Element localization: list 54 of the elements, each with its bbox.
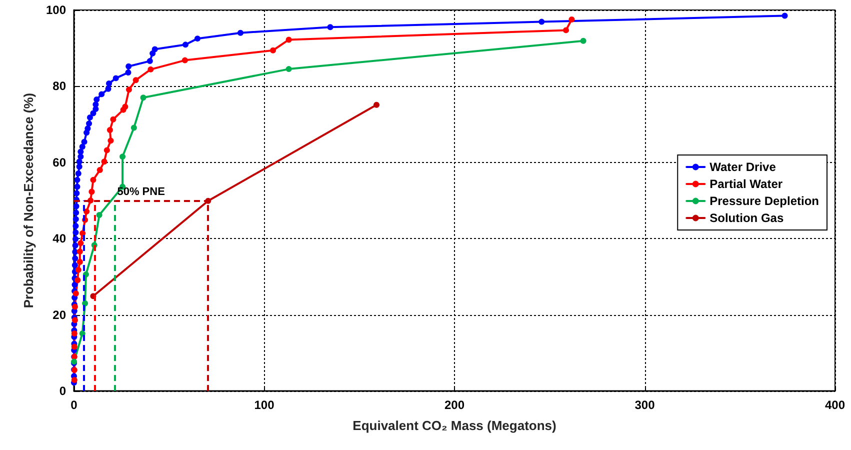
legend-label: Pressure Depletion: [710, 194, 820, 208]
point: [286, 36, 292, 43]
y-tick-label: 60: [52, 155, 66, 170]
point: [132, 77, 139, 84]
point: [286, 66, 292, 72]
point: [148, 66, 154, 72]
ref-line-label: 50% PNE: [117, 186, 165, 198]
x-tick-label: 400: [824, 398, 846, 412]
point: [130, 124, 137, 131]
point: [72, 304, 78, 310]
y-axis-title: Probability of Non-Exceedance (%): [21, 92, 36, 308]
point: [79, 330, 86, 336]
x-tick-label: 100: [254, 398, 275, 412]
point: [122, 104, 128, 110]
point: [101, 158, 108, 165]
legend-label: Water Drive: [710, 160, 776, 174]
point: [120, 154, 126, 160]
legend-label: Solution Gas: [710, 211, 784, 225]
point: [562, 27, 569, 34]
point: [140, 94, 146, 101]
point: [104, 147, 110, 154]
point: [71, 344, 78, 350]
point: [96, 167, 103, 174]
x-tick-label: 0: [70, 398, 78, 412]
point: [78, 240, 84, 246]
point: [88, 188, 95, 195]
point: [76, 258, 83, 265]
x-tick-label: 200: [444, 398, 465, 412]
point: [182, 57, 188, 64]
y-tick-label: 100: [46, 3, 66, 17]
x-axis-title: Equivalent CO₂ Mass (Megatons): [352, 418, 556, 433]
point: [568, 16, 575, 23]
legend-label: Partial Water: [710, 177, 783, 191]
y-tick-label: 20: [52, 308, 66, 322]
point: [71, 330, 78, 336]
point: [110, 116, 116, 122]
point: [126, 86, 132, 93]
point: [75, 266, 82, 273]
point: [71, 376, 78, 383]
point: [84, 208, 90, 215]
point: [108, 138, 114, 144]
point: [72, 317, 78, 324]
point: [374, 102, 380, 108]
point: [270, 47, 276, 54]
point: [90, 176, 96, 183]
x-tick-label: 300: [634, 398, 656, 412]
y-tick-label: 40: [52, 232, 66, 246]
point: [580, 38, 586, 44]
point: [106, 127, 113, 134]
point: [76, 248, 83, 255]
y-tick-label: 80: [52, 79, 66, 94]
y-tick-label: 0: [59, 384, 66, 398]
point: [74, 277, 81, 284]
point: [96, 212, 102, 218]
